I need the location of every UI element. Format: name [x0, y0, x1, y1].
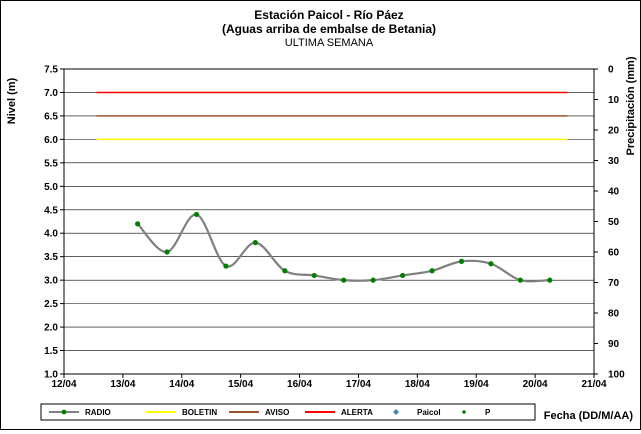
- chart-title-line-1: Estación Paicol - Río Páez: [254, 8, 403, 22]
- y2-tick-label: 70: [608, 278, 620, 289]
- y-axis-title: Nivel (m): [6, 77, 18, 124]
- legend: RADIO BOLETIN AVISO ALERTA Paicol P: [40, 403, 536, 421]
- chart-title-line-2: (Aguas arriba de embalse de Betania): [222, 22, 436, 36]
- y-tick-label: 7.5: [44, 65, 58, 76]
- axes-layer: 1.0 1.5 2.0 2.5 3.0 3.5 4.0 4.5 5.0 5.5 6.0 6.5 7.0 7…: [44, 65, 625, 391]
- y2-tick-label: 20: [608, 126, 620, 137]
- x-tick-label: 14/04: [169, 379, 194, 390]
- y2-tick-label: 0: [608, 65, 614, 76]
- y2-tick-label: 100: [608, 370, 625, 381]
- x-tick-label: 12/04: [51, 379, 76, 390]
- y-tick-label: 7.0: [44, 88, 58, 99]
- legend-label: P: [485, 408, 491, 417]
- y2-tick-label: 10: [608, 95, 620, 106]
- x-tick-label: 13/04: [110, 379, 135, 390]
- data-point: [547, 277, 553, 283]
- x-tick-label: 17/04: [346, 379, 371, 390]
- x-axis-title: Fecha (DD/M/AA): [544, 410, 634, 422]
- data-point: [223, 263, 229, 269]
- chart-subtitle: ULTIMA SEMANA: [285, 37, 374, 49]
- y2-tick-label: 40: [608, 187, 620, 198]
- x-tick-label: 18/04: [405, 379, 430, 390]
- y2-tick-label: 80: [608, 309, 620, 320]
- plot-area: [63, 68, 595, 375]
- legend-marker: [61, 409, 67, 415]
- legend-label: RADIO: [85, 408, 111, 417]
- x-tick-label: 21/04: [581, 379, 606, 390]
- series-layer: [135, 211, 553, 283]
- data-point: [311, 272, 317, 279]
- data-point: [135, 221, 141, 227]
- x-tick-label: 20/04: [523, 379, 548, 390]
- data-point: [193, 211, 200, 218]
- data-point: [164, 249, 170, 255]
- y2-tick-label: 90: [608, 339, 620, 350]
- legend-box: [40, 403, 536, 421]
- y-tick-label: 4.5: [44, 205, 58, 216]
- y-tick-label: 5.0: [44, 182, 58, 193]
- legend-label: ALERTA: [341, 408, 373, 417]
- plot-background: [63, 68, 595, 375]
- data-point: [429, 268, 435, 274]
- data-point: [282, 268, 288, 274]
- y-tick-label: 3.0: [44, 276, 58, 287]
- data-point: [488, 261, 494, 267]
- data-point: [400, 272, 406, 279]
- y2-tick-label: 50: [608, 217, 620, 228]
- x-tick-label: 15/04: [228, 379, 253, 390]
- data-point: [341, 277, 347, 283]
- legend-label: Paicol: [417, 408, 441, 417]
- y-tick-label: 1.5: [44, 346, 58, 357]
- y-tick-label: 5.5: [44, 158, 58, 169]
- legend-swatch-p: [462, 410, 466, 414]
- y-tick-label: 6.5: [44, 111, 58, 122]
- x-tick-label: 19/04: [464, 379, 489, 390]
- y-tick-label: 2.0: [44, 323, 58, 334]
- legend-label: BOLETIN: [182, 408, 217, 417]
- y-tick-label: 2.5: [44, 299, 58, 310]
- legend-swatch-paicol: [393, 409, 399, 415]
- y-tick-label: 4.0: [44, 229, 58, 240]
- data-point: [458, 258, 465, 264]
- data-point: [252, 240, 258, 246]
- threshold-lines: [96, 91, 568, 141]
- data-point: [370, 277, 376, 283]
- y-tick-label: 3.5: [44, 252, 58, 263]
- y-tick-label: 6.0: [44, 135, 58, 146]
- y2-axis-title: Precipitación (mm): [625, 56, 637, 155]
- y2-tick-label: 60: [608, 248, 620, 259]
- y2-tick-label: 30: [608, 156, 620, 167]
- x-tick-label: 16/04: [287, 379, 312, 390]
- data-point: [517, 277, 523, 283]
- y-tick-label: 1.0: [44, 370, 58, 381]
- legend-label: AVISO: [265, 408, 289, 417]
